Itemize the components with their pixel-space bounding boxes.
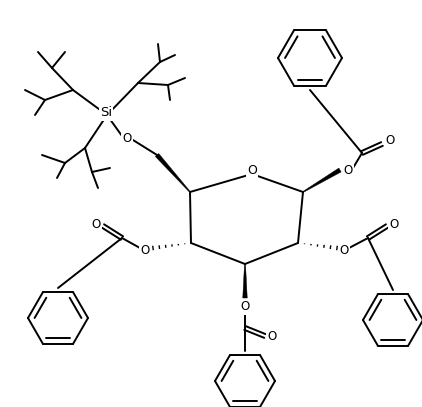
Text: O: O bbox=[241, 300, 250, 313]
Text: O: O bbox=[344, 164, 353, 177]
Text: O: O bbox=[268, 330, 277, 343]
Text: Si: Si bbox=[100, 107, 112, 120]
Polygon shape bbox=[243, 264, 247, 298]
Polygon shape bbox=[155, 153, 190, 193]
Text: O: O bbox=[92, 217, 100, 230]
Polygon shape bbox=[303, 168, 341, 193]
Text: O: O bbox=[339, 243, 349, 256]
Text: O: O bbox=[390, 217, 399, 230]
Text: O: O bbox=[141, 243, 150, 256]
Text: O: O bbox=[122, 131, 132, 144]
Text: O: O bbox=[247, 164, 257, 177]
Text: O: O bbox=[385, 134, 395, 147]
